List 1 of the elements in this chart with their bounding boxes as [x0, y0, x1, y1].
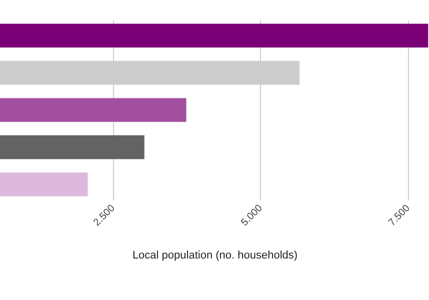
x-axis-title: Local population (no. households) [132, 250, 298, 262]
